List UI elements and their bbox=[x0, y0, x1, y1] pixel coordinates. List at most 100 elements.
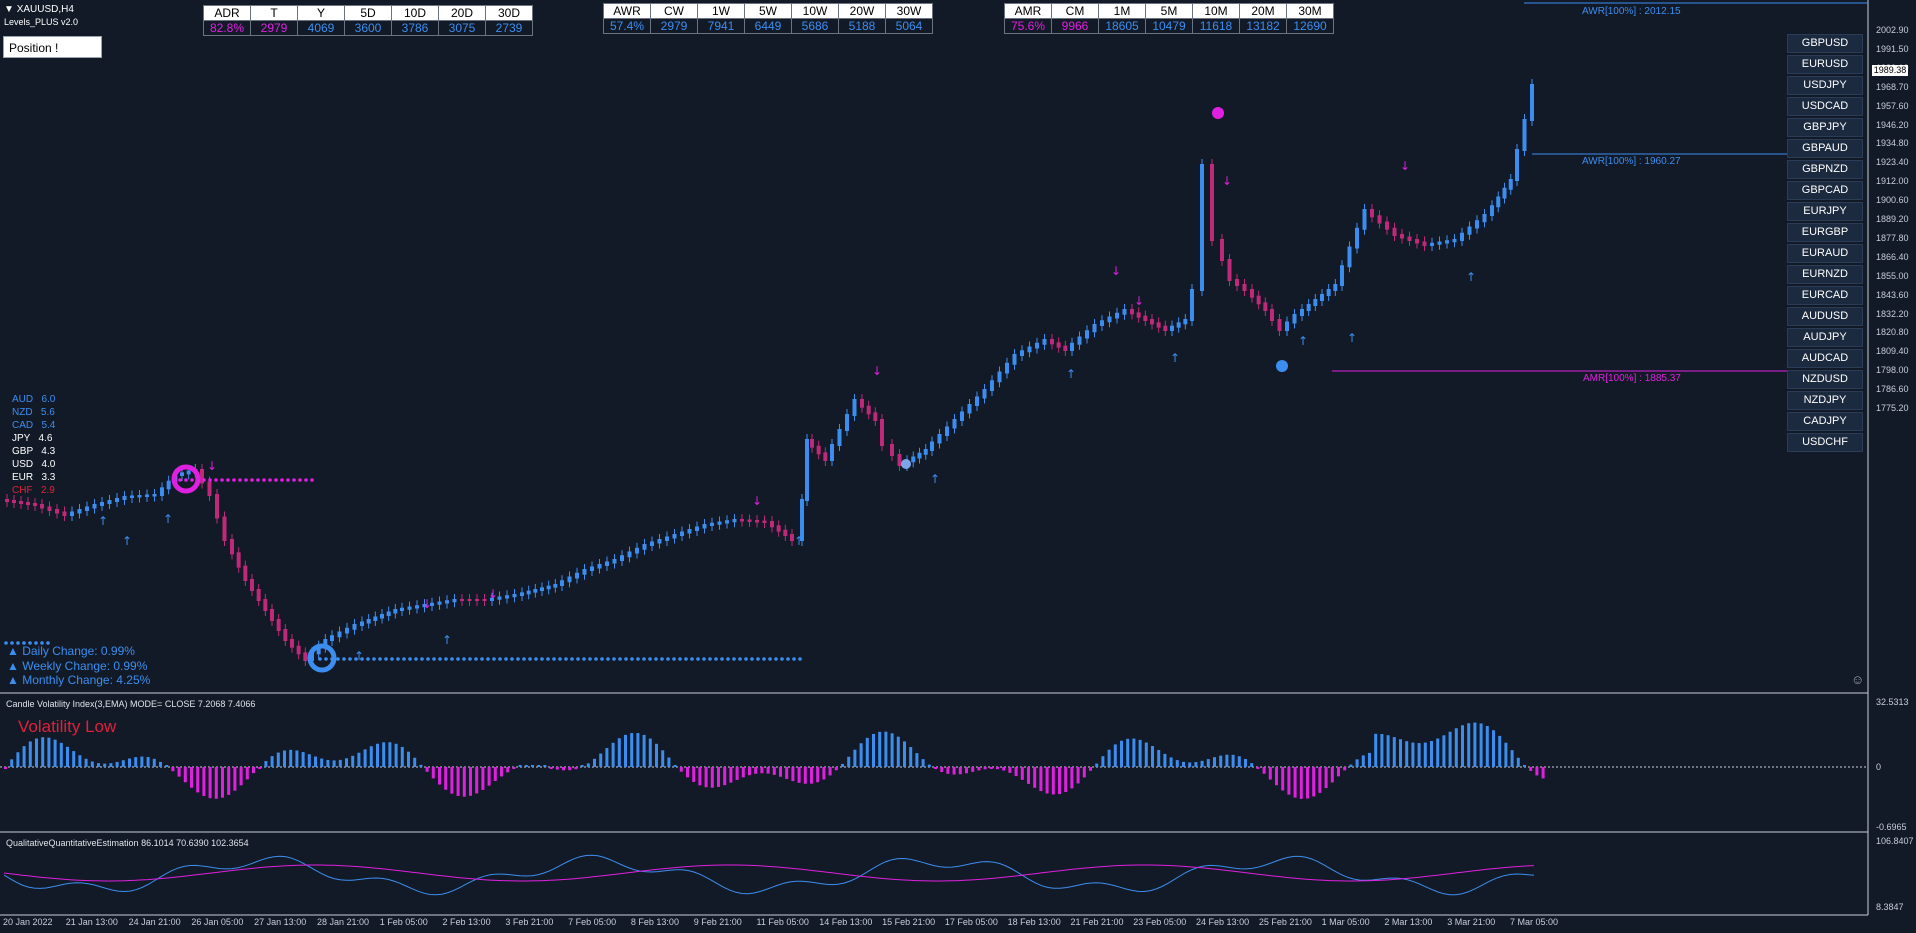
candle-body bbox=[85, 506, 89, 511]
time-tick: 25 Feb 21:00 bbox=[1258, 917, 1312, 927]
pair-button-eurcad[interactable]: EURCAD bbox=[1787, 286, 1863, 305]
candle-body bbox=[1430, 242, 1434, 246]
collapse-triangle-icon[interactable]: ▼ bbox=[4, 4, 14, 15]
cvi-bar bbox=[803, 767, 807, 784]
candle-body bbox=[77, 509, 82, 514]
candle-body bbox=[12, 500, 16, 503]
candle-body bbox=[725, 520, 729, 524]
pair-button-nzdjpy[interactable]: NZDJPY bbox=[1787, 391, 1863, 410]
candle-body bbox=[1530, 84, 1534, 121]
pair-button-eurusd[interactable]: EURUSD bbox=[1787, 55, 1863, 74]
cvi-bar bbox=[1113, 744, 1117, 767]
candle-body bbox=[790, 534, 794, 541]
candle-body bbox=[823, 452, 828, 461]
dot-level-blue bbox=[420, 657, 424, 661]
candle-body bbox=[345, 627, 349, 634]
cvi-bar bbox=[382, 742, 386, 767]
dot-level-pink bbox=[238, 478, 242, 482]
up-arrow-icon: ↑ bbox=[442, 633, 452, 647]
cvi-bar bbox=[983, 767, 987, 770]
pair-button-cadjpy[interactable]: CADJPY bbox=[1787, 412, 1863, 431]
candle-body bbox=[967, 404, 972, 414]
dot-level-blue bbox=[636, 657, 640, 661]
cvi-bar bbox=[351, 755, 355, 767]
dot-level-blue bbox=[702, 657, 706, 661]
pair-button-gbpnzd[interactable]: GBPNZD bbox=[1787, 160, 1863, 179]
cvi-bar bbox=[1151, 746, 1154, 767]
pair-button-usdcad[interactable]: USDCAD bbox=[1787, 97, 1863, 116]
dot-level-blue bbox=[732, 657, 736, 661]
indicator-name: Levels_PLUS v2.0 bbox=[4, 17, 79, 27]
cvi-bar bbox=[1219, 755, 1223, 767]
pair-button-gbpjpy[interactable]: GBPJPY bbox=[1787, 118, 1863, 137]
subpanel-tick: 8.3847 bbox=[1876, 902, 1904, 912]
candle-body bbox=[222, 516, 227, 541]
cvi-bar bbox=[1423, 742, 1427, 767]
strength-aud: AUD 6.0 bbox=[12, 394, 56, 405]
pair-button-usdjpy[interactable]: USDJPY bbox=[1787, 76, 1863, 95]
pair-button-audjpy[interactable]: AUDJPY bbox=[1787, 328, 1863, 347]
cvi-bar bbox=[1138, 739, 1142, 767]
candle-body bbox=[1437, 241, 1442, 245]
cvi-bar bbox=[1076, 767, 1080, 784]
candle-body bbox=[635, 547, 639, 554]
dot-level-blue bbox=[426, 657, 430, 661]
candle-body bbox=[1092, 324, 1097, 333]
candle-body bbox=[263, 599, 268, 611]
table-value: 7941 bbox=[697, 18, 745, 34]
candle-body bbox=[567, 576, 572, 583]
candle-body bbox=[1422, 241, 1427, 246]
dot-level-blue bbox=[606, 657, 610, 661]
cvi-bar bbox=[661, 750, 665, 767]
candle-body bbox=[407, 606, 412, 610]
dot-level-pink bbox=[190, 478, 194, 482]
price-tick: 1786.60 bbox=[1876, 384, 1909, 395]
cvi-bar bbox=[890, 733, 894, 767]
time-tick: 3 Feb 21:00 bbox=[505, 917, 554, 927]
pair-button-gbpusd[interactable]: GBPUSD bbox=[1787, 34, 1863, 53]
cvi-bar bbox=[41, 737, 45, 767]
pair-button-gbpcad[interactable]: GBPCAD bbox=[1787, 181, 1863, 200]
dot-marker bbox=[901, 459, 911, 469]
pair-button-audcad[interactable]: AUDCAD bbox=[1787, 349, 1863, 368]
cvi-bar bbox=[692, 767, 696, 782]
swing-high-marker bbox=[171, 464, 201, 494]
dot-level-blue bbox=[576, 657, 580, 661]
candle-body bbox=[553, 584, 558, 588]
cvi-bar bbox=[1237, 756, 1241, 767]
dot-level-blue bbox=[642, 657, 646, 661]
table-value: 3786 bbox=[391, 20, 439, 36]
pair-button-usdchf[interactable]: USDCHF bbox=[1787, 433, 1863, 452]
time-tick: 21 Jan 13:00 bbox=[65, 917, 118, 927]
pair-button-audusd[interactable]: AUDUSD bbox=[1787, 307, 1863, 326]
candle-body bbox=[695, 526, 699, 531]
pair-button-eurgbp[interactable]: EURGBP bbox=[1787, 223, 1863, 242]
candle-body bbox=[1340, 265, 1344, 286]
candle-body bbox=[657, 539, 662, 544]
pair-button-nzdusd[interactable]: NZDUSD bbox=[1787, 370, 1863, 389]
price-tick: 1809.40 bbox=[1876, 346, 1909, 357]
candle-body bbox=[276, 619, 281, 631]
candle-body bbox=[860, 399, 864, 408]
pair-button-euraud[interactable]: EURAUD bbox=[1787, 244, 1863, 263]
price-tick: 1855.00 bbox=[1876, 270, 1909, 281]
price-tick: 1820.80 bbox=[1876, 327, 1909, 338]
candle-body bbox=[180, 472, 184, 476]
cvi-bar bbox=[779, 767, 782, 777]
price-tick: 1866.40 bbox=[1876, 251, 1909, 262]
cvi-bar bbox=[1312, 767, 1316, 797]
pair-button-eurjpy[interactable]: EURJPY bbox=[1787, 202, 1863, 221]
dot-level-blue bbox=[366, 657, 370, 661]
pair-button-gbpaud[interactable]: GBPAUD bbox=[1787, 139, 1863, 158]
cvi-bar bbox=[16, 752, 20, 767]
pair-button-eurnzd[interactable]: EURNZD bbox=[1787, 265, 1863, 284]
cvi-bar bbox=[1374, 733, 1378, 767]
cvi-bar bbox=[1051, 767, 1055, 795]
cvi-bar bbox=[723, 767, 727, 786]
candle-body bbox=[710, 522, 714, 526]
position-button[interactable]: Position ! bbox=[3, 36, 102, 58]
cvi-bar bbox=[735, 767, 739, 780]
candle-body bbox=[1496, 196, 1501, 208]
cvi-bar bbox=[345, 758, 348, 767]
